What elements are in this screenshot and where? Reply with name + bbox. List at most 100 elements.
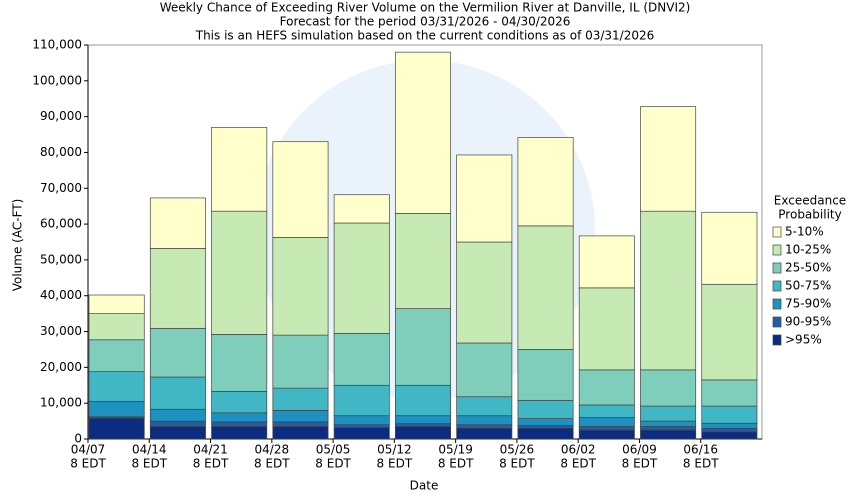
legend-label: 90-95%: [785, 315, 831, 329]
bar-segment: [211, 412, 268, 423]
bar-segment: [701, 405, 758, 424]
y-tick-label: 60,000: [40, 217, 82, 231]
x-tick-label: 8 EDT: [70, 457, 106, 471]
legend-swatch: [772, 280, 782, 292]
x-tick-label: 05/19: [438, 443, 473, 457]
bar-segment: [640, 106, 697, 212]
y-tick-label: 10,000: [40, 396, 82, 410]
bar-segment: [272, 387, 329, 411]
bar-segment: [88, 313, 145, 341]
bar-segment: [88, 371, 145, 402]
x-tick-label: 8 EDT: [438, 457, 474, 471]
bar-segment: [517, 425, 574, 429]
bar-segment: [640, 426, 697, 431]
y-axis-label: Volume (AC-FT): [11, 199, 25, 292]
x-tick-label: 05/26: [500, 443, 535, 457]
bar-segment: [149, 376, 206, 410]
legend-swatch: [772, 334, 782, 346]
bar-segment: [395, 212, 451, 309]
bar-segment: [149, 197, 206, 249]
x-tick-label: 05/05: [316, 443, 351, 457]
chart-subtitle: Forecast for the period 03/31/2026 - 04/…: [280, 15, 571, 29]
legend-label: 50-75%: [785, 279, 831, 293]
bar-segment: [578, 404, 635, 418]
bar-segment: [578, 369, 635, 406]
y-tick-label: 30,000: [40, 324, 82, 338]
x-tick-label: 06/16: [683, 443, 718, 457]
bar-segment: [578, 417, 635, 427]
bar-segment: [456, 241, 513, 344]
bar-segment: [272, 236, 329, 336]
legend-label: 75-90%: [785, 297, 831, 311]
bar-segment: [211, 210, 268, 335]
x-tick-label: 8 EDT: [683, 457, 719, 471]
legend-swatch: [772, 244, 782, 256]
bar-segment: [701, 379, 758, 407]
x-tick-label: 05/12: [377, 443, 412, 457]
bar-segment: [88, 417, 145, 440]
x-tick-label: 8 EDT: [131, 457, 167, 471]
bar-segment: [701, 211, 758, 285]
bar-segment: [272, 334, 329, 389]
bar-segment: [456, 424, 513, 429]
bar-segment: [578, 287, 635, 371]
legend-swatch: [772, 226, 782, 238]
bar-segment: [88, 294, 145, 314]
x-tick-label: 04/21: [193, 443, 228, 457]
bar-segment: [149, 420, 206, 427]
bar-segment: [211, 127, 268, 212]
x-tick-label: 04/07: [71, 443, 106, 457]
y-tick-label: 80,000: [40, 145, 82, 159]
bar-segment: [640, 429, 697, 440]
bar-segment: [211, 391, 268, 414]
bar-segment: [456, 154, 513, 243]
legend-label: 5-10%: [785, 225, 824, 239]
bar-segment: [456, 396, 513, 417]
legend-label: 25-50%: [785, 261, 831, 275]
bar-segment: [701, 283, 758, 381]
bar-segment: [88, 339, 145, 373]
bar-segment: [333, 424, 390, 428]
bar-segment: [517, 137, 574, 227]
bar-segment: [640, 420, 697, 427]
y-tick-label: 110,000: [32, 38, 82, 52]
chart-title: Weekly Chance of Exceeding River Volume …: [160, 1, 691, 15]
x-tick-label: 8 EDT: [254, 457, 290, 471]
bar-segment: [333, 332, 390, 386]
x-axis-label: Date: [410, 479, 439, 493]
legend-title: Probability: [778, 208, 841, 222]
bar-segment: [517, 418, 574, 426]
y-tick-label: 70,000: [40, 181, 82, 195]
legend-swatch: [772, 316, 782, 328]
bar-segment: [456, 427, 513, 440]
bar-segment: [395, 415, 451, 424]
bar-segment: [211, 421, 268, 427]
bar-segment: [456, 415, 513, 426]
bar-segment: [395, 51, 451, 214]
legend-swatch: [772, 262, 782, 274]
bar-segment: [701, 431, 758, 440]
bar-segment: [149, 248, 206, 329]
legend-title: Exceedance: [774, 194, 846, 208]
bar-segment: [88, 401, 145, 418]
x-tick-label: 06/02: [561, 443, 596, 457]
bar-segment: [456, 342, 513, 398]
bar-segment: [701, 427, 758, 433]
bar-segment: [395, 308, 451, 386]
y-tick-label: 20,000: [40, 360, 82, 374]
bar-segment: [395, 384, 451, 417]
bar-segment: [272, 141, 329, 238]
bar-segment: [517, 399, 574, 419]
x-tick-label: 8 EDT: [377, 457, 413, 471]
bar-segment: [640, 369, 697, 407]
y-tick-label: 50,000: [40, 252, 82, 266]
bar-segment: [211, 334, 268, 392]
bar-segment: [333, 194, 390, 224]
bar-segment: [272, 421, 329, 427]
bar-segment: [640, 405, 697, 422]
bar-segment: [149, 408, 206, 422]
bar-segment: [272, 426, 329, 440]
x-tick-label: 04/14: [132, 443, 167, 457]
bar-segment: [333, 222, 390, 334]
